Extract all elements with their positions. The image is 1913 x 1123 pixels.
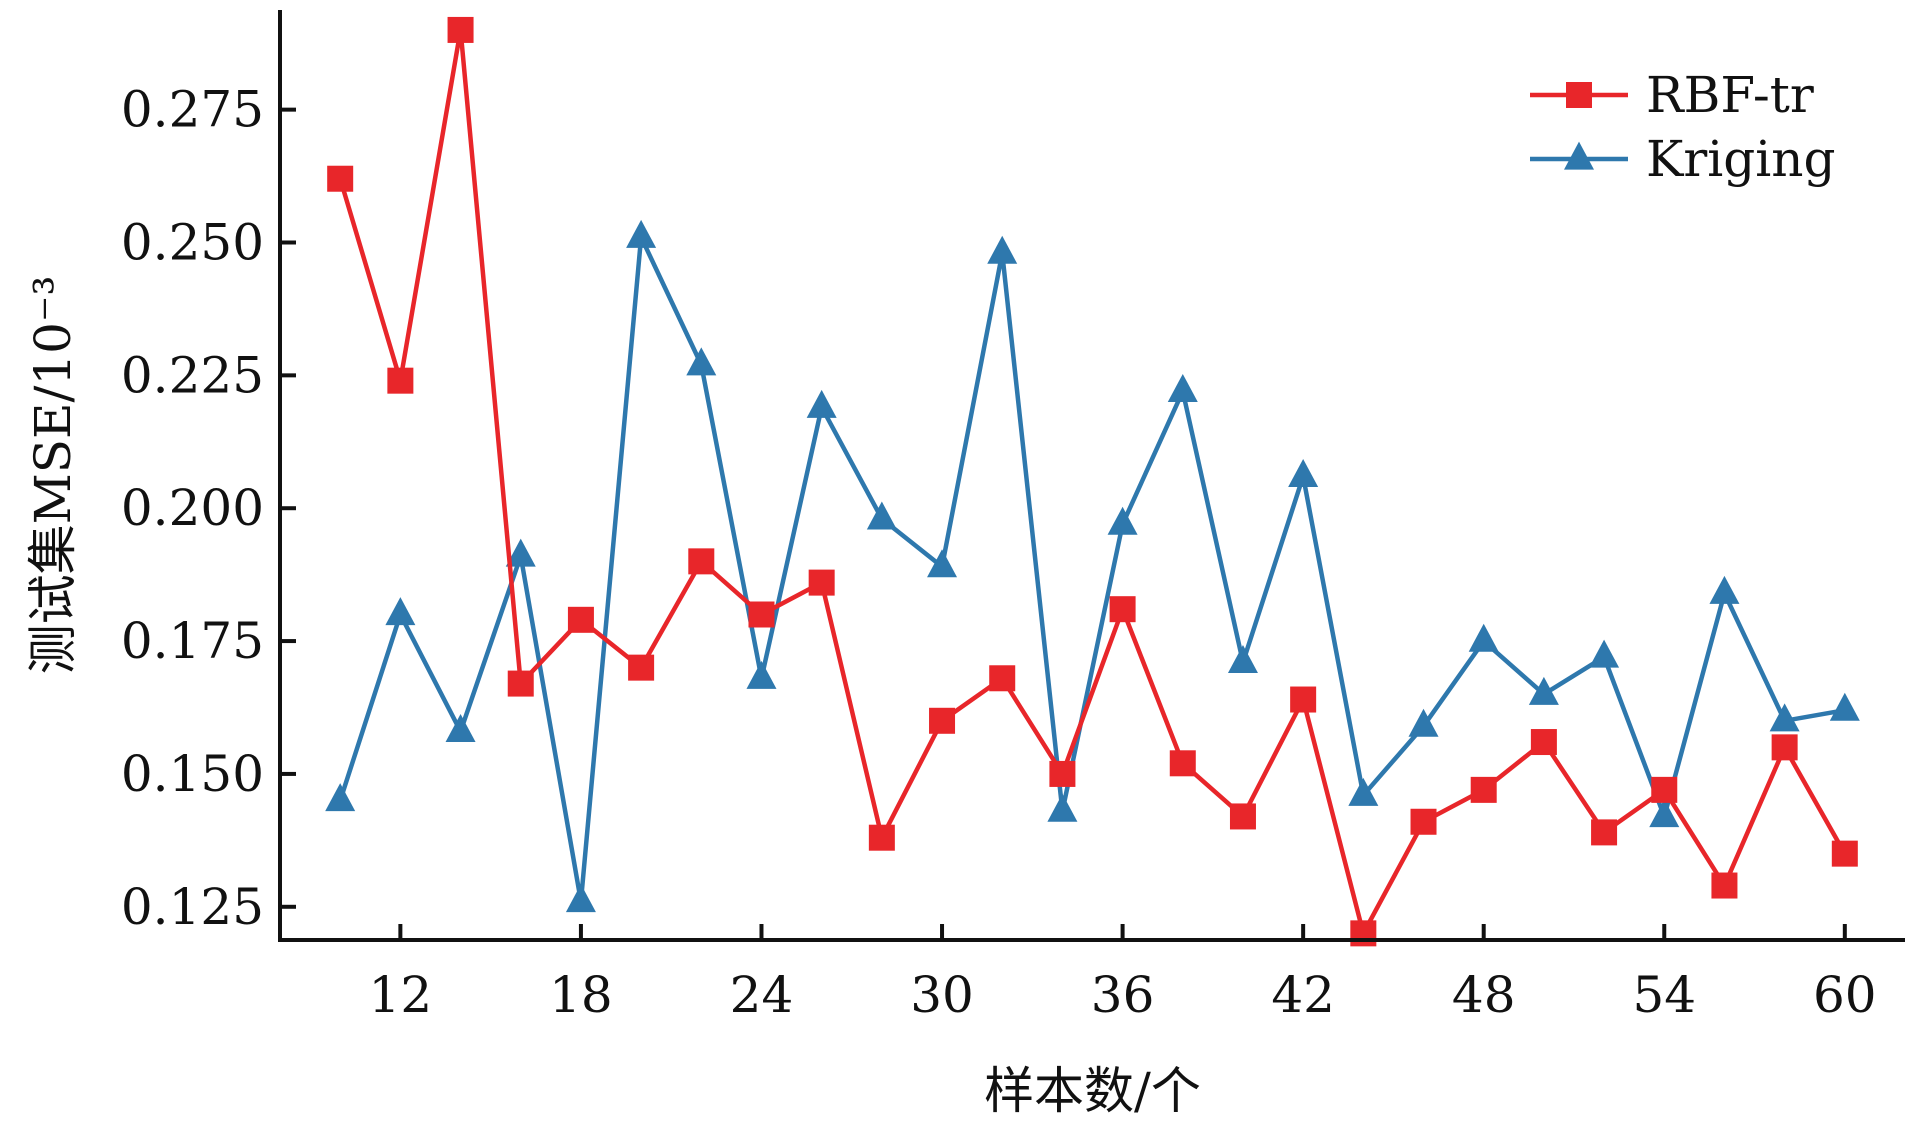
data-point-kriging xyxy=(505,538,536,567)
x-tick-label: 12 xyxy=(369,966,433,1024)
data-point-kriging xyxy=(385,597,416,626)
y-tick-label: 0.250 xyxy=(121,214,264,272)
legend-swatch-marker xyxy=(1564,141,1594,170)
data-point-kriging xyxy=(866,501,897,530)
data-point-rbf-tr xyxy=(1229,803,1256,830)
data-point-rbf-tr xyxy=(1530,729,1557,756)
data-point-rbf-tr xyxy=(507,670,534,697)
data-point-kriging xyxy=(1227,644,1258,673)
data-point-kriging xyxy=(626,219,657,248)
x-axis-ticks: 12 18 24 30 36 42 48 54 60 xyxy=(369,924,1877,1024)
x-tick-label: 18 xyxy=(549,966,613,1024)
series-line-rbf-tr xyxy=(338,29,1847,940)
data-point-rbf-tr xyxy=(868,824,895,851)
data-point-rbf-tr xyxy=(1169,750,1196,777)
x-tick-label: 42 xyxy=(1271,966,1335,1024)
data-point-rbf-tr xyxy=(327,165,354,192)
data-point-kriging xyxy=(1107,506,1138,535)
data-point-kriging xyxy=(746,660,777,689)
data-point-rbf-tr xyxy=(1350,920,1377,947)
y-tick-label: 0.175 xyxy=(121,612,264,670)
data-point-kriging xyxy=(565,884,596,913)
data-point-kriging xyxy=(1589,639,1620,668)
data-point-kriging xyxy=(1408,708,1439,737)
legend-item-rbf-tr: RBF-tr xyxy=(1530,66,1814,124)
data-point-kriging xyxy=(1829,692,1860,721)
data-point-rbf-tr xyxy=(387,367,414,394)
data-point-kriging xyxy=(927,549,958,578)
y-tick-label: 0.125 xyxy=(121,878,264,936)
legend-label: RBF-tr xyxy=(1646,66,1814,124)
data-point-kriging xyxy=(1468,623,1499,652)
data-point-kriging xyxy=(1769,703,1800,732)
data-point-rbf-tr xyxy=(1470,776,1497,803)
x-tick-label: 60 xyxy=(1813,966,1877,1024)
data-point-rbf-tr xyxy=(1591,819,1618,846)
data-point-rbf-tr xyxy=(1771,734,1798,761)
y-tick-label: 0.275 xyxy=(121,81,264,139)
y-tick-label: 0.200 xyxy=(121,479,264,537)
y-axis-ticks: 0.125 0.150 0.175 0.200 0.225 0.250 0.275 xyxy=(121,81,296,936)
data-point-kriging xyxy=(686,347,717,376)
y-tick-label: 0.225 xyxy=(121,346,264,404)
x-tick-label: 30 xyxy=(910,966,974,1024)
data-point-kriging xyxy=(445,714,476,743)
data-point-rbf-tr xyxy=(808,569,835,596)
data-point-rbf-tr xyxy=(447,16,474,43)
data-point-rbf-tr xyxy=(628,654,655,681)
data-point-kriging xyxy=(1047,793,1078,822)
x-tick-label: 48 xyxy=(1452,966,1516,1024)
legend-item-kriging: Kriging xyxy=(1530,130,1835,188)
data-point-rbf-tr xyxy=(1831,840,1858,867)
series-line-kriging xyxy=(338,228,1846,902)
data-point-rbf-tr xyxy=(567,606,594,633)
data-point-rbf-tr xyxy=(688,548,715,575)
data-point-rbf-tr xyxy=(1290,686,1317,713)
x-tick-label: 24 xyxy=(730,966,794,1024)
data-point-rbf-tr xyxy=(748,601,775,628)
data-point-rbf-tr xyxy=(1651,776,1678,803)
data-point-rbf-tr xyxy=(929,707,956,734)
data-point-rbf-tr xyxy=(1049,760,1076,787)
x-tick-label: 36 xyxy=(1091,966,1155,1024)
legend-swatch-marker xyxy=(1566,82,1592,108)
y-axis-title: 测试集MSE/10⁻³ xyxy=(24,276,82,675)
data-point-rbf-tr xyxy=(1711,872,1738,899)
data-point-kriging xyxy=(987,235,1018,264)
data-point-kriging xyxy=(1709,575,1740,604)
data-point-rbf-tr xyxy=(1109,596,1136,623)
x-axis-title: 样本数/个 xyxy=(984,1062,1201,1120)
data-point-kriging xyxy=(1288,458,1319,487)
series-rbf-tr xyxy=(327,16,1858,947)
data-point-kriging xyxy=(1528,676,1559,705)
data-point-rbf-tr xyxy=(989,665,1016,692)
data-point-kriging xyxy=(1167,373,1198,402)
series-layer xyxy=(325,16,1860,947)
legend-label: Kriging xyxy=(1646,130,1835,188)
data-point-kriging xyxy=(1348,777,1379,806)
data-point-kriging xyxy=(1649,799,1680,828)
data-point-kriging xyxy=(325,783,356,812)
y-tick-label: 0.150 xyxy=(121,745,264,803)
x-tick-label: 54 xyxy=(1632,966,1696,1024)
data-point-kriging xyxy=(806,389,837,418)
legend: RBF-tr Kriging xyxy=(1530,66,1835,188)
series-kriging xyxy=(325,219,1860,913)
data-point-rbf-tr xyxy=(1410,808,1437,835)
